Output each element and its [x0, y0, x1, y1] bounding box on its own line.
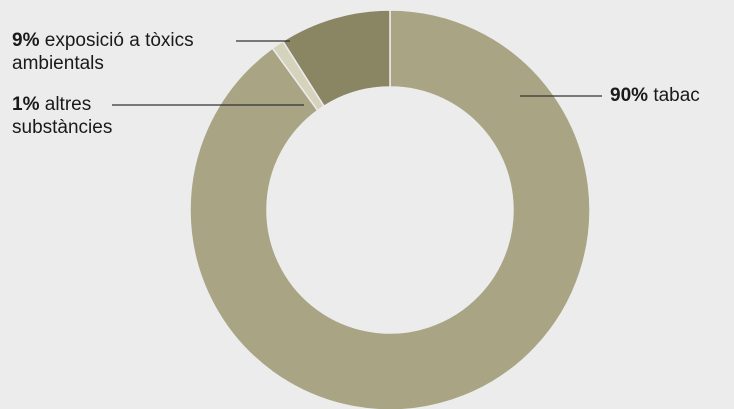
- slice-label-tabac-percent: 90%: [610, 85, 649, 106]
- slice-label-toxics: 9% exposició a tòxics ambientals: [12, 29, 194, 75]
- slice-label-altres: 1% altres substàncies: [12, 93, 112, 139]
- slice-label-altres-percent: 1%: [12, 94, 40, 115]
- slice-label-altres-line1: altres: [44, 94, 92, 115]
- slice-label-toxics-percent: 9%: [12, 30, 40, 51]
- slice-label-tabac-name: tabac: [653, 85, 700, 106]
- slice-label-tabac: 90% tabac: [610, 84, 700, 107]
- donut-slices: [189, 9, 591, 409]
- leader-lines: [112, 40, 602, 106]
- donut-slice-0: [189, 9, 591, 409]
- slice-label-toxics-line1: exposició a tòxics: [44, 30, 194, 51]
- donut-slice-2: [281, 9, 391, 108]
- slice-label-altres-line2: substàncies: [12, 117, 113, 138]
- slice-label-toxics-line2: ambientals: [12, 53, 104, 74]
